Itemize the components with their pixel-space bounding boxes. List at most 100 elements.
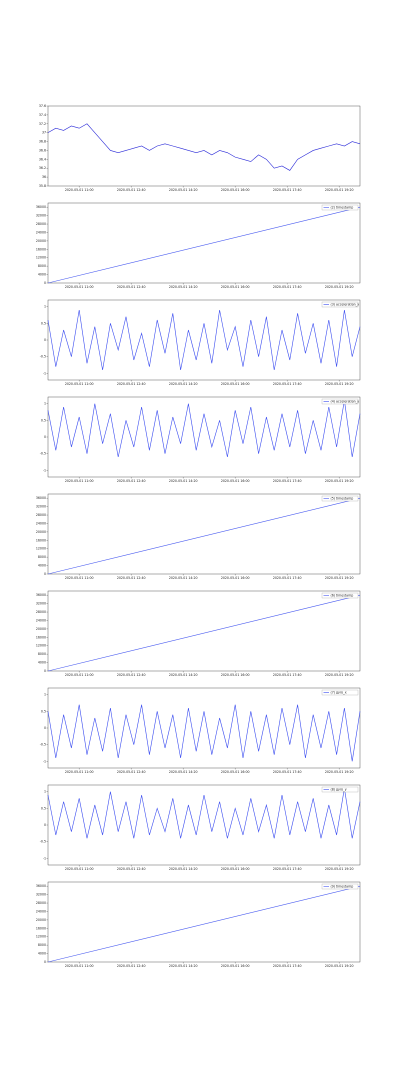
legend-label: (6) timestamp: [331, 594, 354, 598]
legend-box: [321, 204, 359, 211]
y-tick-label: 4000: [38, 564, 46, 568]
y-tick-label: -0.5: [40, 452, 46, 456]
legend-box: [321, 301, 359, 308]
x-tick-label: 2020-05-01 12:40: [117, 382, 146, 386]
x-tick-label: 2020-05-01 17:40: [273, 188, 302, 192]
x-tick-label: 2020-05-01 11:00: [65, 673, 94, 677]
legend-box: [321, 592, 359, 599]
y-tick-label: 24000: [36, 521, 46, 525]
x-tick-label: 2020-05-01 16:00: [221, 867, 250, 871]
data-line: [47, 400, 361, 458]
x-tick-label: 2020-05-01 17:40: [273, 479, 302, 483]
legend-label: (4) acceleration_y: [331, 400, 360, 404]
legend-label: (7) gyro_x: [331, 691, 347, 695]
y-tick-label: 8000: [38, 264, 46, 268]
x-tick-label: 2020-05-01 16:00: [221, 285, 250, 289]
legend-label: (2) timestamp: [331, 206, 354, 210]
y-tick-label: 36000: [36, 593, 46, 597]
plot-frame: [47, 784, 361, 866]
y-tick-label: 28000: [36, 610, 46, 614]
data-line: [47, 497, 361, 575]
x-tick-label: 2020-05-01 19:20: [325, 188, 354, 192]
y-tick-label: 32000: [36, 893, 46, 897]
x-tick-label: 2020-05-01 14:20: [169, 479, 198, 483]
y-tick-label: 12000: [36, 935, 46, 939]
y-tick-label: 28000: [36, 901, 46, 905]
x-tick-label: 2020-05-01 11:00: [65, 285, 94, 289]
plot-frame: [47, 881, 361, 963]
y-tick-label: -0.5: [40, 743, 46, 747]
y-tick-label: 37: [42, 131, 46, 135]
x-tick-label: 2020-05-01 12:40: [117, 576, 146, 580]
x-tick-label: 2020-05-01 17:40: [273, 673, 302, 677]
y-tick-label: 36: [42, 175, 46, 179]
y-tick-label: 35.8: [39, 184, 46, 188]
x-tick-label: 2020-05-01 14:20: [169, 867, 198, 871]
x-tick-label: 2020-05-01 11:00: [65, 188, 94, 192]
x-tick-label: 2020-05-01 11:00: [65, 479, 94, 483]
x-tick-label: 2020-05-01 16:00: [221, 673, 250, 677]
x-tick-label: 2020-05-01 17:40: [273, 576, 302, 580]
y-tick-label: 16000: [36, 926, 46, 930]
y-tick-label: 37.2: [39, 122, 46, 126]
x-tick-label: 2020-05-01 14:20: [169, 964, 198, 968]
legend-box: [321, 689, 359, 696]
y-tick-label: 0: [44, 281, 46, 285]
x-tick-label: 2020-05-01 12:40: [117, 964, 146, 968]
y-tick-label: 24000: [36, 618, 46, 622]
data-line: [47, 788, 361, 839]
plot-frame: [47, 590, 361, 672]
x-tick-label: 2020-05-01 14:20: [169, 188, 198, 192]
x-tick-label: 2020-05-01 16:00: [221, 576, 250, 580]
y-tick-label: 4000: [38, 952, 46, 956]
x-tick-label: 2020-05-01 17:40: [273, 770, 302, 774]
y-tick-label: 8000: [38, 943, 46, 947]
y-tick-label: 0: [44, 726, 46, 730]
plot-frame: [47, 396, 361, 478]
x-tick-label: 2020-05-01 19:20: [325, 867, 354, 871]
y-tick-label: 36000: [36, 884, 46, 888]
y-tick-label: 0: [44, 823, 46, 827]
x-tick-label: 2020-05-01 16:00: [221, 964, 250, 968]
x-tick-label: 2020-05-01 12:40: [117, 188, 146, 192]
y-tick-label: 0.5: [41, 709, 46, 713]
x-tick-label: 2020-05-01 12:40: [117, 479, 146, 483]
data-line: [47, 594, 361, 672]
data-line: [47, 123, 361, 171]
y-tick-label: 24000: [36, 909, 46, 913]
y-tick-label: 0: [44, 669, 46, 673]
legend-box: [321, 495, 359, 502]
x-tick-label: 2020-05-01 17:40: [273, 382, 302, 386]
y-tick-label: 28000: [36, 513, 46, 517]
y-tick-label: 20000: [36, 627, 46, 631]
data-line: [47, 309, 361, 371]
x-tick-label: 2020-05-01 11:00: [65, 867, 94, 871]
plot-frame: [47, 202, 361, 284]
y-tick-label: -0.5: [40, 840, 46, 844]
y-tick-label: 36.8: [39, 140, 46, 144]
x-tick-label: 2020-05-01 19:20: [325, 964, 354, 968]
x-tick-label: 2020-05-01 14:20: [169, 673, 198, 677]
y-tick-label: 36.6: [39, 148, 46, 152]
y-tick-label: 28000: [36, 222, 46, 226]
y-tick-label: 16000: [36, 635, 46, 639]
y-tick-label: 36000: [36, 496, 46, 500]
x-tick-label: 2020-05-01 16:00: [221, 770, 250, 774]
x-tick-label: 2020-05-01 12:40: [117, 867, 146, 871]
y-tick-label: 32000: [36, 214, 46, 218]
y-tick-label: 32000: [36, 505, 46, 509]
y-tick-label: 20000: [36, 530, 46, 534]
x-tick-label: 2020-05-01 12:40: [117, 673, 146, 677]
y-tick-label: 36000: [36, 205, 46, 209]
x-tick-label: 2020-05-01 19:20: [325, 285, 354, 289]
y-tick-label: 0.5: [41, 418, 46, 422]
legend-label: (3) acceleration_x: [331, 303, 360, 307]
y-tick-label: 36.2: [39, 166, 46, 170]
x-tick-label: 2020-05-01 19:20: [325, 673, 354, 677]
y-tick-label: 16000: [36, 247, 46, 251]
legend-label: (9) timestamp: [331, 885, 354, 889]
plot-frame: [47, 493, 361, 575]
y-tick-label: 37.6: [39, 104, 46, 108]
y-tick-label: 0.5: [41, 806, 46, 810]
